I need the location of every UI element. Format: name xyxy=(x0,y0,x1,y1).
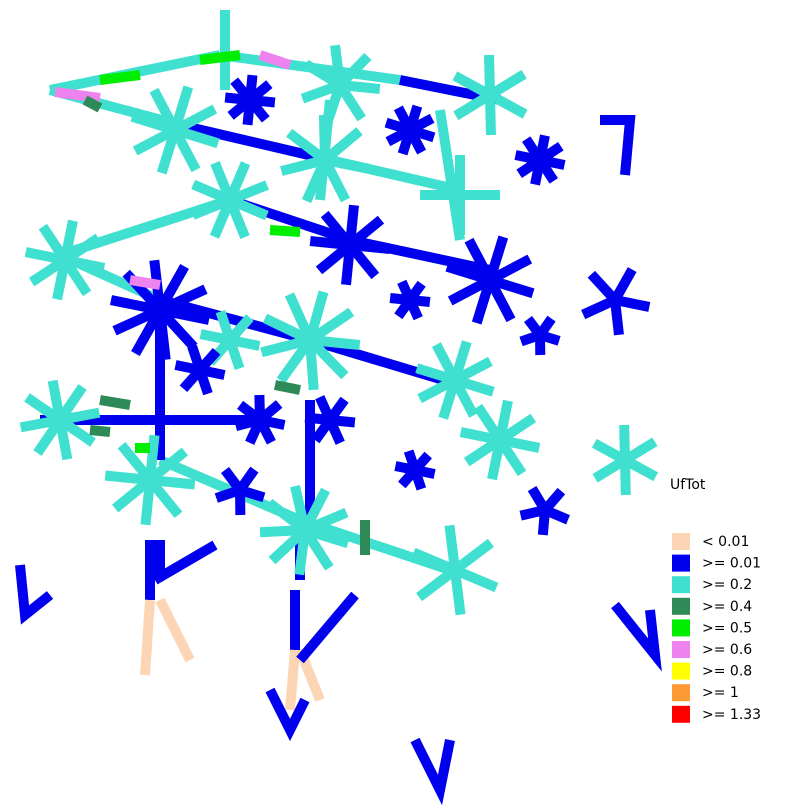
member xyxy=(490,74,524,95)
member xyxy=(600,120,630,175)
member xyxy=(130,280,160,285)
legend-label: >= 0.2 xyxy=(702,577,752,593)
member xyxy=(270,230,300,232)
member xyxy=(275,385,300,390)
member xyxy=(455,570,461,615)
legend-swatch xyxy=(672,684,690,701)
member xyxy=(160,600,190,660)
member xyxy=(489,55,490,95)
member xyxy=(85,100,100,108)
legend-label: >= 1 xyxy=(702,685,739,701)
member xyxy=(615,605,655,655)
legend-swatch xyxy=(672,706,690,723)
legend-label: >= 0.01 xyxy=(702,556,761,572)
member xyxy=(540,319,552,335)
member xyxy=(55,92,100,98)
member xyxy=(100,400,130,405)
member xyxy=(455,543,491,570)
member xyxy=(490,95,491,135)
legend-swatch xyxy=(672,619,690,636)
member xyxy=(90,430,110,432)
member xyxy=(20,565,50,615)
member xyxy=(300,595,355,660)
legend-label: >= 0.6 xyxy=(702,642,752,658)
member xyxy=(545,491,561,510)
legend-label: >= 1.33 xyxy=(702,707,761,723)
model-view: UfTot < 0.01 >= 0.01 >= 0.2 >= 0.4 >= 0.5 >= … xyxy=(0,0,793,809)
legend-label: >= 0.4 xyxy=(702,599,752,615)
member xyxy=(200,351,217,370)
member xyxy=(145,600,150,675)
structure-model xyxy=(20,10,656,790)
member xyxy=(419,570,455,597)
legend: UfTot < 0.01 >= 0.01 >= 0.2 >= 0.4 >= 0.5 >= … xyxy=(670,477,761,723)
member xyxy=(200,55,240,60)
legend-swatch xyxy=(672,576,690,593)
legend-label: >= 0.8 xyxy=(702,664,752,680)
member xyxy=(449,525,455,570)
legend-title: UfTot xyxy=(670,477,706,493)
member xyxy=(290,650,295,710)
legend-swatch xyxy=(672,641,690,658)
legend-label: < 0.01 xyxy=(702,534,749,550)
legend-swatch xyxy=(672,555,690,572)
member xyxy=(240,470,254,490)
legend-swatch xyxy=(672,663,690,680)
member xyxy=(100,75,140,80)
member xyxy=(615,270,632,300)
member xyxy=(324,115,325,160)
legend-label: >= 0.5 xyxy=(702,620,752,636)
legend-swatch xyxy=(672,533,690,550)
member xyxy=(415,740,450,790)
legend-swatch xyxy=(672,598,690,615)
